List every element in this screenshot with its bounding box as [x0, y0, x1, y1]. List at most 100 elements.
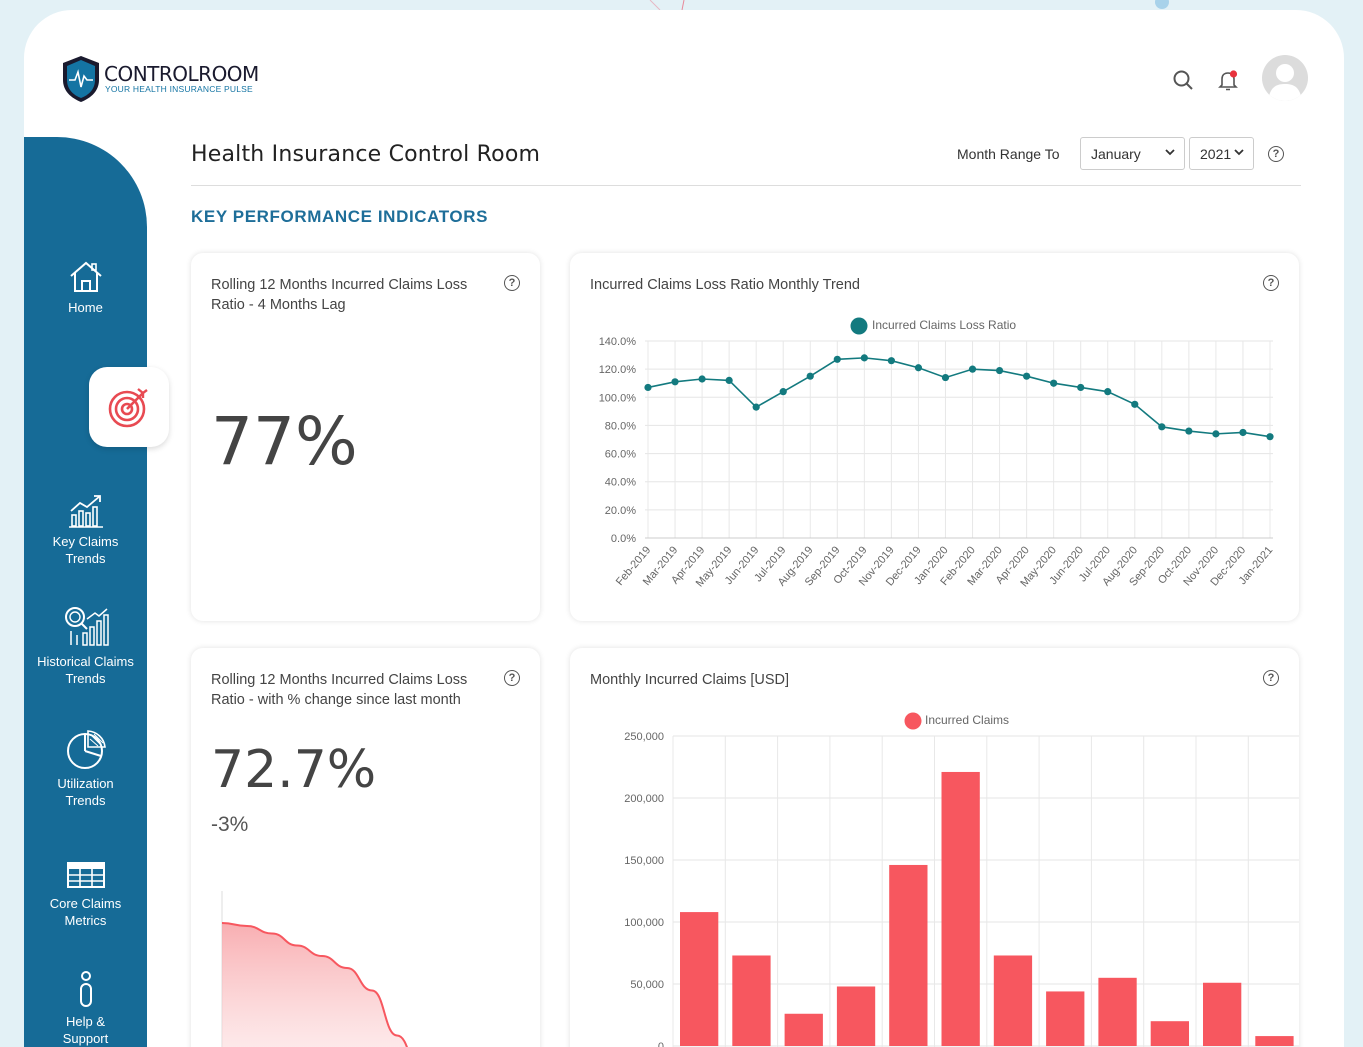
history-chart-icon: [64, 607, 109, 646]
bar: [941, 771, 980, 1046]
sidebar-item-core-claims-metrics[interactable]: Core Claims Metrics: [24, 859, 147, 929]
legend-marker: [850, 317, 868, 335]
growth-chart-icon: [68, 495, 103, 528]
y-tick-label: 140.0%: [599, 336, 637, 348]
bar: [836, 986, 876, 1046]
card-title: Incurred Claims Loss Ratio Monthly Trend: [590, 277, 860, 293]
background-decoration: [649, 0, 1169, 11]
section-title: KEY PERFORMANCE INDICATORS: [191, 207, 489, 226]
bar: [1046, 991, 1085, 1046]
app-frame: CONTROLROOM YOUR HEALTH INSURANCE PULSE: [24, 10, 1344, 1047]
data-point: [1158, 423, 1166, 431]
data-point: [1239, 428, 1247, 437]
month-select-value: January: [1091, 146, 1141, 162]
sidebar-item-utilization-trends[interactable]: Utilization Trends: [24, 729, 147, 809]
area-fill: [222, 923, 407, 1047]
brand-subtitle: YOUR HEALTH INSURANCE PULSE: [105, 84, 253, 94]
kpi-value: 77%: [211, 403, 358, 480]
series-line: [647, 357, 1271, 438]
bar-chart: 0 50,000 100,000 150,000 200,000 250,000 Incur…: [624, 712, 1299, 1047]
y-tick-label: 100.0%: [599, 392, 637, 404]
data-point: [941, 373, 950, 382]
y-tick-label: 60.0%: [605, 449, 636, 461]
legend-label: Incurred Claims Loss Ratio: [872, 318, 1016, 332]
month-select[interactable]: January: [1080, 137, 1185, 170]
data-point: [887, 357, 895, 365]
sidebar-item-label: Home: [68, 300, 103, 315]
chart-card-monthly-claims: Monthly Incurred Claims [USD] ? 0 50,000 1…: [570, 648, 1299, 1047]
chevron-down-icon: [1165, 149, 1175, 156]
help-icon[interactable]: ?: [1263, 275, 1279, 291]
data-point: [779, 388, 787, 396]
data-point: [1266, 433, 1274, 441]
sidebar-nav: Home Key Claims Trends: [24, 137, 147, 1047]
sidebar-item-target-active[interactable]: [89, 367, 169, 447]
card-title: Rolling 12 Months Incurred Claims Loss R…: [211, 672, 468, 708]
sidebar-item-home[interactable]: Home: [24, 259, 147, 316]
user-avatar[interactable]: [1262, 55, 1308, 101]
data-point: [1023, 372, 1031, 380]
data-point: [1212, 430, 1220, 438]
data-point: [968, 365, 977, 373]
y-tick-label: 250,000: [624, 731, 664, 743]
year-select[interactable]: 2021: [1189, 137, 1254, 170]
shield-icon: [63, 56, 99, 102]
y-tick-label: 200,000: [624, 793, 664, 805]
y-tick-label: 80.0%: [605, 420, 636, 432]
data-point: [806, 372, 814, 380]
data-point: [1077, 383, 1085, 392]
data-point: [1131, 400, 1139, 408]
data-point: [860, 354, 868, 362]
sidebar-item-label: Core Claims Metrics: [49, 896, 122, 928]
y-tick-label: 20.0%: [605, 505, 636, 517]
brand-logo[interactable]: CONTROLROOM YOUR HEALTH INSURANCE PULSE: [60, 54, 270, 104]
bar: [889, 864, 928, 1046]
data-point: [995, 366, 1004, 375]
y-tick-label: 0: [658, 1041, 664, 1047]
data-point: [1050, 379, 1058, 387]
help-icon[interactable]: ?: [504, 670, 520, 686]
sidebar-item-historical-claims-trends[interactable]: Historical Claims Trends: [24, 605, 147, 687]
sidebar-item-help-support[interactable]: Help & Support: [24, 969, 147, 1047]
help-icon[interactable]: ?: [1263, 670, 1279, 686]
search-button[interactable]: [1169, 66, 1197, 94]
month-range-label: Month Range To: [957, 146, 1060, 162]
page-title: Health Insurance Control Room: [191, 142, 541, 167]
sidebar-item-key-claims-trends[interactable]: Key Claims Trends: [24, 493, 147, 567]
brand-title: CONTROLROOM: [104, 62, 259, 86]
search-icon: [1173, 70, 1193, 90]
target-icon: [108, 388, 148, 428]
card-title: Rolling 12 Months Incurred Claims Loss R…: [211, 277, 468, 313]
chart-card-loss-ratio-trend: Incurred Claims Loss Ratio Monthly Trend…: [570, 253, 1299, 621]
help-icon[interactable]: ?: [504, 275, 520, 291]
y-tick-label: 0.0%: [611, 533, 636, 545]
bell-icon: [1218, 70, 1238, 91]
data-point: [1185, 427, 1193, 435]
data-point: [725, 376, 733, 384]
legend-marker: [904, 712, 922, 730]
sidebar-item-label: Utilization Trends: [57, 776, 114, 808]
info-icon: [79, 971, 92, 1007]
pie-chart-icon: [66, 730, 106, 769]
bar: [1203, 982, 1242, 1046]
bar: [784, 1013, 823, 1046]
data-point: [644, 383, 652, 392]
sidebar-item-label: Key Claims Trends: [52, 534, 119, 566]
line-chart: 0.0% 20.0% 40.0% 60.0% 80.0% 100.0% 120.0% 140.…: [599, 317, 1275, 589]
kpi-change: -3%: [211, 813, 249, 836]
kpi-card-loss-ratio-lag: Rolling 12 Months Incurred Claims Loss R…: [191, 253, 540, 621]
bar: [680, 912, 719, 1046]
legend-label: Incurred Claims: [925, 713, 1009, 727]
area-line: [221, 922, 409, 1047]
data-point: [914, 364, 923, 372]
page-help-icon[interactable]: ?: [1268, 146, 1284, 162]
data-point: [671, 378, 679, 386]
kpi-value: 72.7%: [211, 740, 377, 800]
table-icon: [66, 862, 105, 888]
bar: [1255, 1036, 1294, 1046]
year-select-value: 2021: [1200, 146, 1232, 162]
data-point: [1104, 388, 1112, 396]
notifications-button[interactable]: [1214, 66, 1242, 94]
y-tick-label: 120.0%: [599, 364, 637, 376]
bar: [732, 955, 771, 1046]
